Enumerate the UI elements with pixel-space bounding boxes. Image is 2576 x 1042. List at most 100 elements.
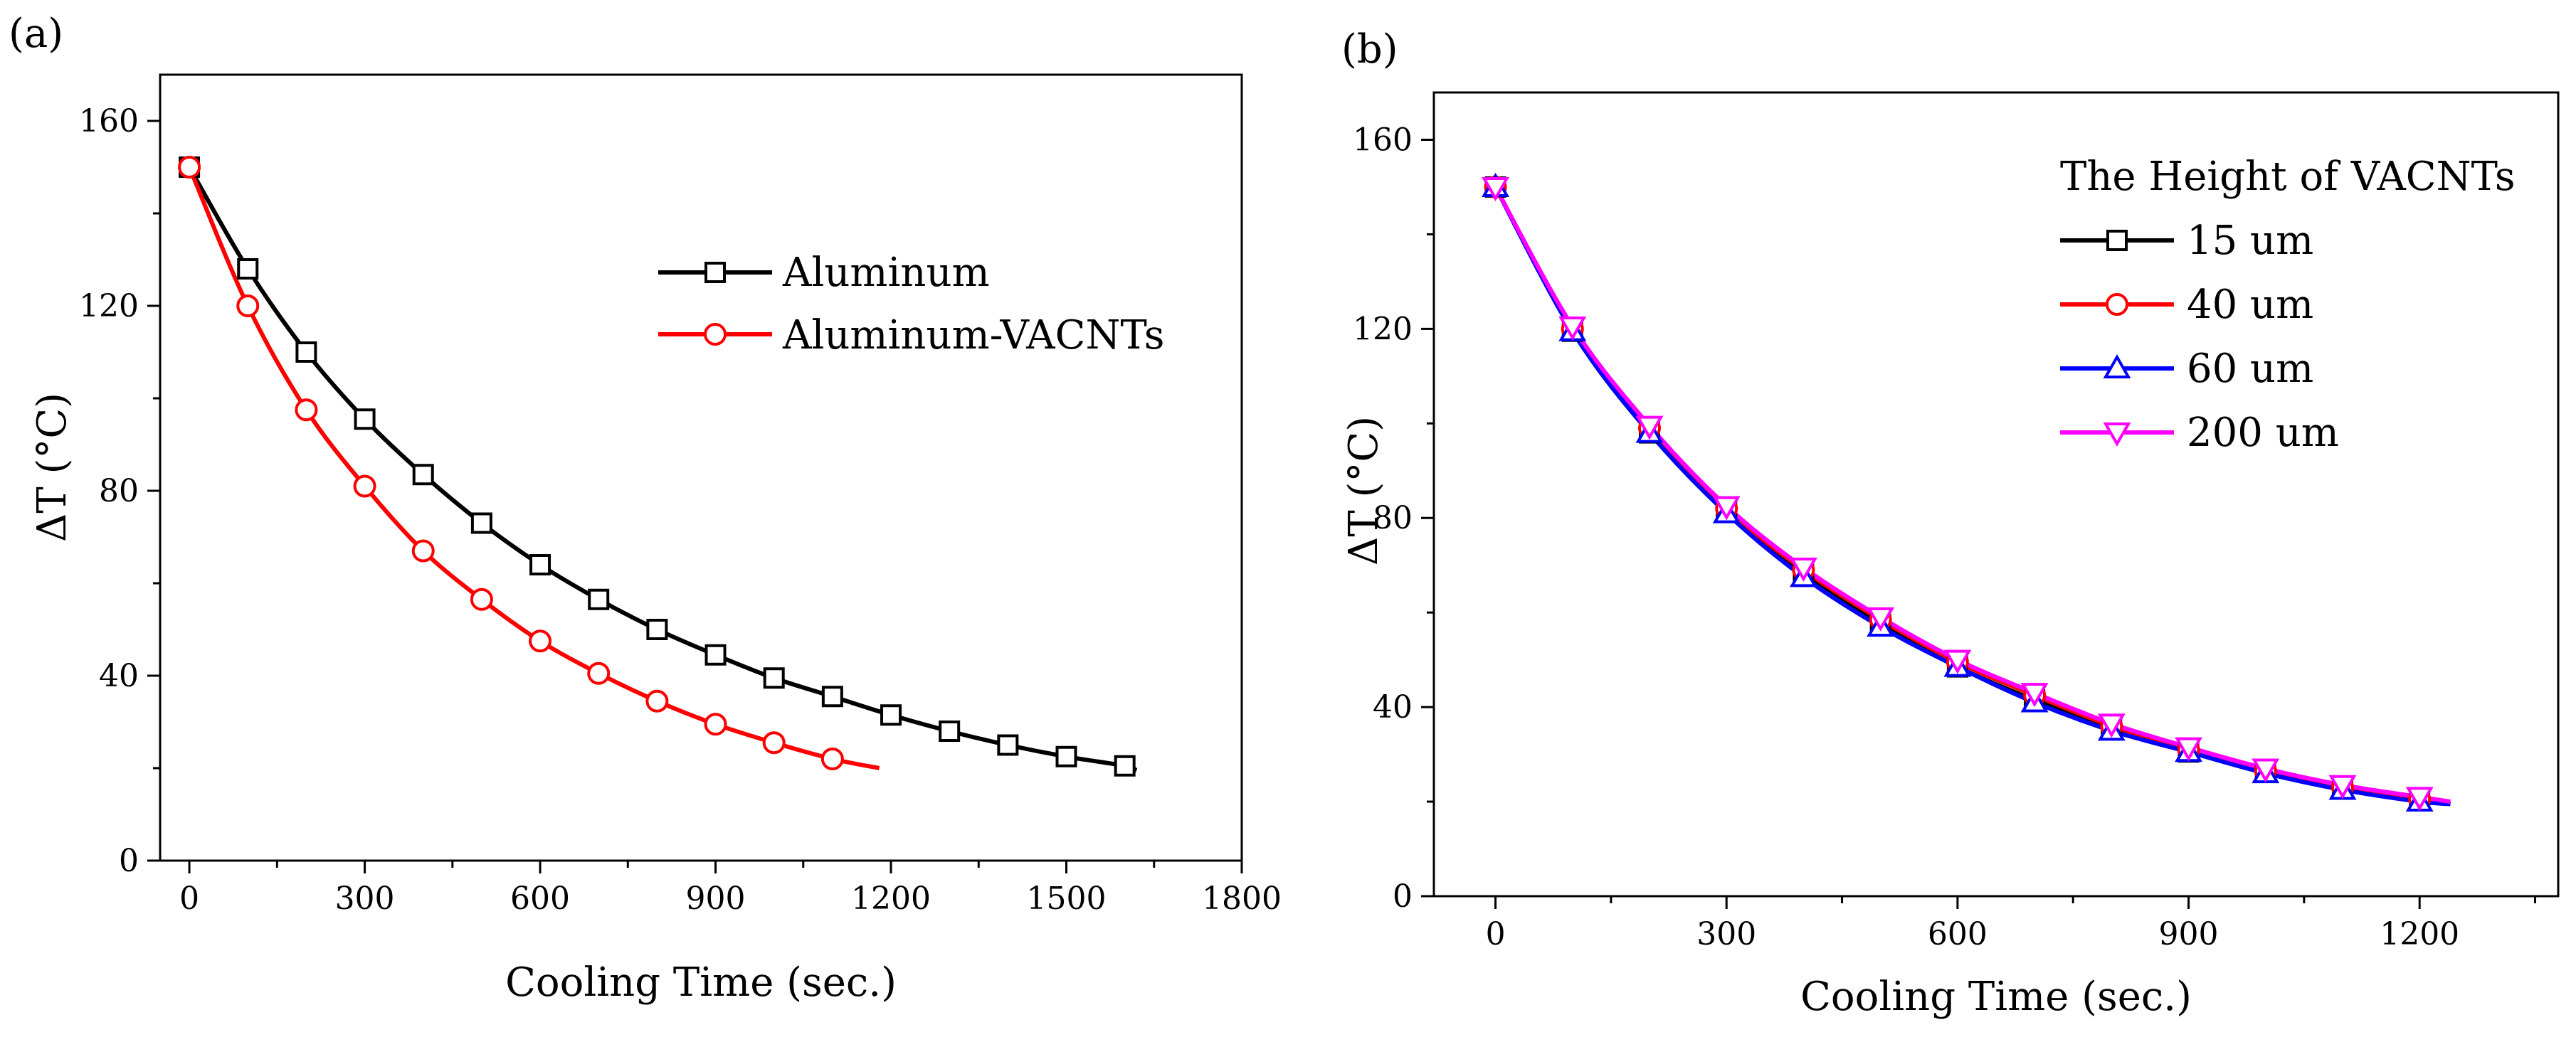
series-line-60-um: [1493, 186, 2451, 807]
data-point-aluminum-vacnts: [529, 629, 552, 653]
data-point-200-um: [1712, 496, 1741, 521]
series-200-um: [1493, 186, 2451, 804]
legend-label-aluminum: Aluminum: [782, 250, 990, 296]
x-tick-label-a: 1200: [851, 881, 931, 917]
markers-15-um: [1484, 176, 2431, 810]
y-tick-label-b: 0: [1393, 878, 1413, 915]
legend-item-aluminum-vacnts: Aluminum-VACNTs: [658, 312, 1164, 358]
y-tick-label-a: 40: [99, 658, 139, 694]
data-point-aluminum: [412, 464, 434, 486]
legend-label-15um: 15 um: [2187, 218, 2313, 264]
series-line-40-um: [1493, 186, 2451, 807]
y-tick-label-a: 160: [79, 103, 139, 139]
data-point-aluminum-vacnts: [295, 398, 318, 422]
y-tick-label-a: 0: [119, 843, 139, 879]
data-point-200-um: [2252, 758, 2280, 783]
series-aluminum-vacnts: [187, 166, 880, 770]
series-60-um: [1493, 186, 2451, 807]
data-point-aluminum-vacnts: [236, 294, 260, 317]
legend-item-40um: 40 um: [2060, 282, 2313, 328]
x-tick-label-b: 300: [1696, 916, 1756, 952]
data-point-200-um: [1943, 649, 1972, 674]
series-line-aluminum-vacnts: [187, 166, 880, 770]
data-point-200-um: [2328, 775, 2357, 799]
series-40-um: [1493, 186, 2451, 807]
data-point-aluminum: [237, 258, 259, 280]
panel-a-label: (a): [9, 11, 63, 57]
series-line-aluminum: [187, 166, 1138, 773]
data-point-200-um: [1558, 317, 1587, 341]
x-tick-label-a: 0: [179, 881, 199, 917]
data-point-aluminum-vacnts: [470, 588, 493, 611]
x-tick-label-a: 900: [686, 881, 746, 917]
data-point-aluminum: [1055, 745, 1077, 767]
data-point-aluminum-vacnts: [762, 731, 786, 755]
data-point-aluminum-vacnts: [353, 474, 376, 498]
legend-label-60um: 60 um: [2187, 346, 2313, 392]
legend-title-b: The Height of VACNTs: [2060, 154, 2516, 200]
data-point-200-um: [1482, 176, 1510, 201]
data-point-200-um: [2020, 683, 2049, 708]
x-tick-label-a: 600: [510, 881, 570, 917]
data-point-aluminum-vacnts: [645, 689, 669, 713]
x-axis-title-b: Cooling Time (sec.): [1800, 974, 2192, 1020]
markers-60-um: [1482, 172, 2434, 812]
data-point-aluminum: [880, 704, 902, 726]
x-tick-label-b: 900: [2159, 916, 2219, 952]
markers-40-um: [1484, 175, 2432, 811]
legend-label-200um: 200 um: [2187, 410, 2339, 456]
data-point-aluminum-vacnts: [178, 156, 201, 179]
legend-item-60um: 60 um: [2060, 346, 2313, 392]
series-group-a: [178, 156, 1138, 777]
panel-b-label: (b): [1341, 26, 1398, 73]
data-point-aluminum-vacnts: [704, 713, 727, 736]
data-point-200-um: [2405, 787, 2434, 812]
legend-label-aluminum-vacnts: Aluminum-VACNTs: [782, 312, 1164, 358]
data-point-aluminum: [646, 619, 668, 640]
y-axis-title-b: ΔT (°C): [1341, 416, 1387, 565]
data-point-aluminum: [1114, 755, 1136, 777]
legend-b: The Height of VACNTs 15 um 40 um 60 um 2…: [2060, 154, 2516, 456]
data-point-aluminum: [763, 667, 785, 689]
data-point-200-um: [2175, 737, 2202, 762]
plot-frame-a: [159, 73, 1243, 862]
legend-a: Aluminum Aluminum-VACNTs: [658, 250, 1164, 358]
legend-marker-200um: [2103, 422, 2131, 447]
data-point-aluminum: [588, 588, 610, 610]
legend-item-200um: 200 um: [2060, 410, 2339, 456]
chart-panel-b: (b) 0 300 600 900 1200 0 40 80 120 160 Cooling Ti…: [1341, 26, 2560, 1020]
y-tick-label-b: 80: [1373, 500, 1413, 536]
data-point-aluminum: [470, 512, 492, 534]
x-tick-label-b: 1200: [2380, 916, 2459, 952]
legend-item-aluminum: Aluminum: [658, 250, 990, 296]
data-point-200-um: [1635, 415, 1664, 440]
legend-marker-aluminum: [704, 262, 726, 283]
series-aluminum: [187, 166, 1138, 773]
plot-frame-b: [1432, 91, 2560, 898]
axis-ticks-a: 0 300 600 900 1200 1500 1800 0 40 80 120 160: [79, 103, 1282, 917]
legend-item-15um: 15 um: [2060, 218, 2313, 264]
data-point-200-um: [2097, 713, 2126, 738]
data-point-aluminum: [939, 721, 961, 742]
x-tick-label-a: 300: [335, 881, 395, 917]
y-tick-label-b: 40: [1373, 689, 1413, 725]
x-tick-label-b: 600: [1928, 916, 1988, 952]
y-tick-label-b: 160: [1353, 122, 1413, 158]
y-axis-title-a: ΔT (°C): [29, 393, 75, 542]
x-tick-label-b: 0: [1486, 916, 1506, 952]
x-tick-label-a: 1500: [1027, 881, 1107, 917]
data-point-aluminum: [354, 408, 376, 430]
data-point-aluminum: [295, 341, 317, 363]
y-tick-label-a: 80: [99, 473, 139, 509]
data-point-aluminum: [704, 644, 727, 666]
chart-panel-a: (a) 0 300 600 900 1200 1500 1800 0 40 80 120 160 Co…: [9, 11, 1282, 1006]
x-axis-title-a: Cooling Time (sec.): [505, 959, 897, 1006]
legend-label-40um: 40 um: [2187, 282, 2313, 328]
data-point-aluminum: [997, 734, 1019, 756]
data-point-aluminum: [821, 686, 843, 708]
x-tick-label-a: 1800: [1202, 881, 1282, 917]
data-point-aluminum: [529, 554, 551, 575]
data-point-200-um: [1790, 558, 1817, 583]
series-line-15-um: [1493, 186, 2451, 807]
